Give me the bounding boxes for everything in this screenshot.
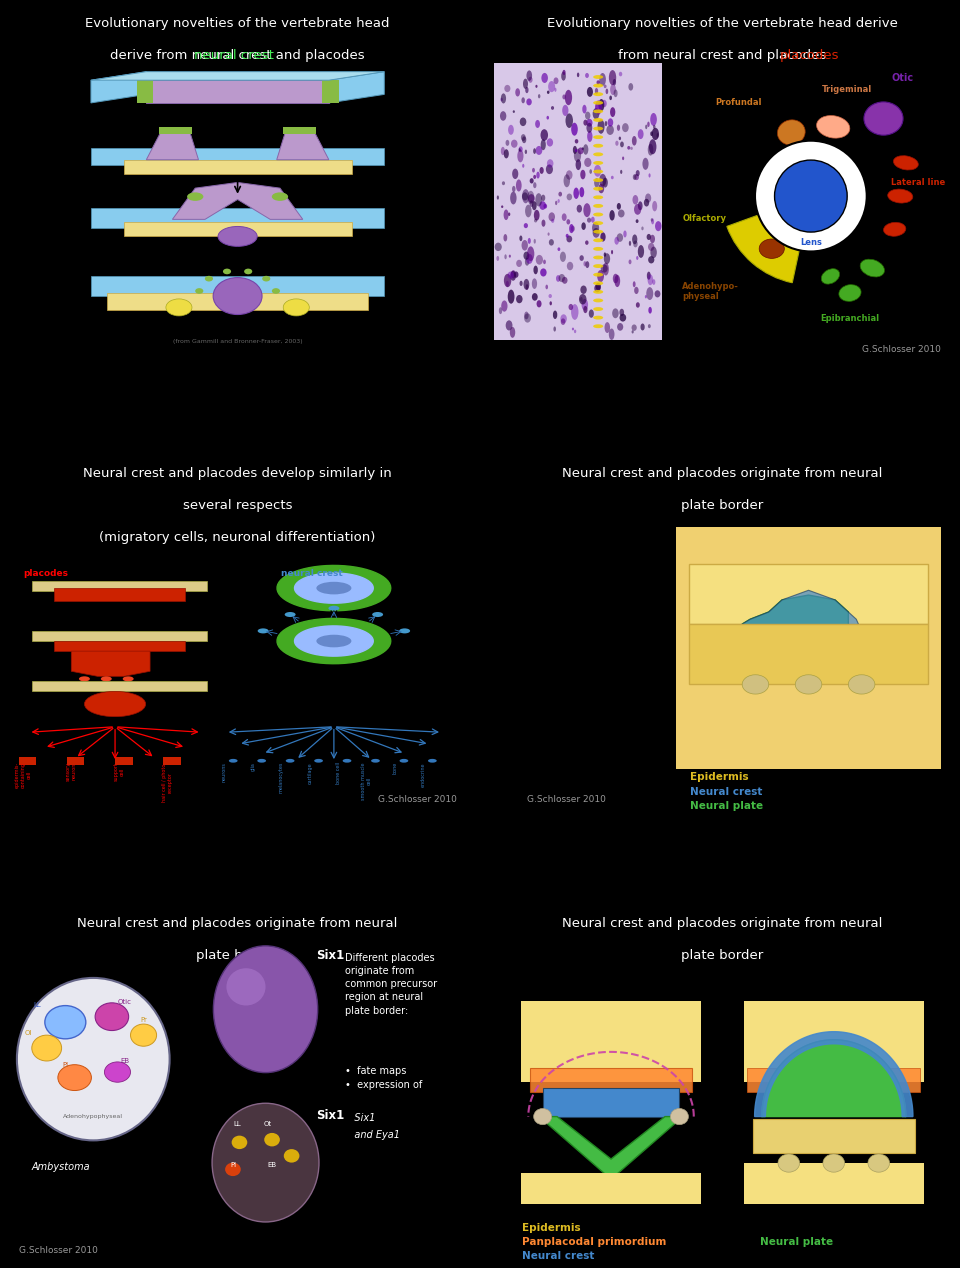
Text: Neural crest: Neural crest (690, 786, 762, 796)
Text: Evolutionary novelties of the vertebrate head: Evolutionary novelties of the vertebrate… (85, 16, 390, 30)
Text: placodes: placodes (780, 49, 839, 62)
Text: Neural crest and placodes originate from neural: Neural crest and placodes originate from… (563, 467, 882, 481)
Text: Six1: Six1 (317, 950, 345, 962)
Text: Six1: Six1 (345, 1112, 375, 1122)
Text: and Eya1: and Eya1 (345, 1130, 399, 1140)
Text: Epidermis: Epidermis (522, 1222, 581, 1232)
Text: G.Schlosser 2010: G.Schlosser 2010 (862, 345, 941, 354)
Text: G.Schlosser 2010: G.Schlosser 2010 (527, 795, 606, 804)
Text: derive from neural crest and placodes: derive from neural crest and placodes (110, 49, 365, 62)
Text: Neural crest and placodes develop similarly in: Neural crest and placodes develop simila… (84, 467, 392, 481)
Text: Ambystoma: Ambystoma (32, 1163, 90, 1172)
Text: Neural crest: Neural crest (522, 1252, 594, 1260)
Text: Different placodes
originate from
common precursor
region at neural
plate border: Different placodes originate from common… (345, 952, 437, 1016)
Text: Panplacodal primordium: Panplacodal primordium (522, 1236, 666, 1246)
Text: plate border: plate border (197, 950, 278, 962)
Text: plate border: plate border (682, 950, 763, 962)
Text: Six1: Six1 (317, 1110, 345, 1122)
Text: neural crest: neural crest (194, 49, 274, 62)
Text: •  fate maps
•  expression of: • fate maps • expression of (345, 1066, 425, 1090)
Text: Epidermis: Epidermis (690, 772, 749, 782)
Text: Neural crest and placodes originate from neural: Neural crest and placodes originate from… (78, 917, 397, 931)
Text: Neural crest and placodes originate from neural: Neural crest and placodes originate from… (563, 917, 882, 931)
Text: plate border: plate border (682, 500, 763, 512)
Text: Neural plate: Neural plate (690, 801, 763, 810)
Text: G.Schlosser 2010: G.Schlosser 2010 (377, 795, 456, 804)
Text: Neural plate: Neural plate (759, 1236, 832, 1246)
Text: several respects: several respects (182, 500, 293, 512)
Text: G.Schlosser 2010: G.Schlosser 2010 (19, 1245, 98, 1254)
Text: (migratory cells, neuronal differentiation): (migratory cells, neuronal differentiati… (100, 531, 375, 544)
Text: from neural crest and placodes: from neural crest and placodes (618, 49, 827, 62)
Text: Evolutionary novelties of the vertebrate head derive: Evolutionary novelties of the vertebrate… (547, 16, 898, 30)
